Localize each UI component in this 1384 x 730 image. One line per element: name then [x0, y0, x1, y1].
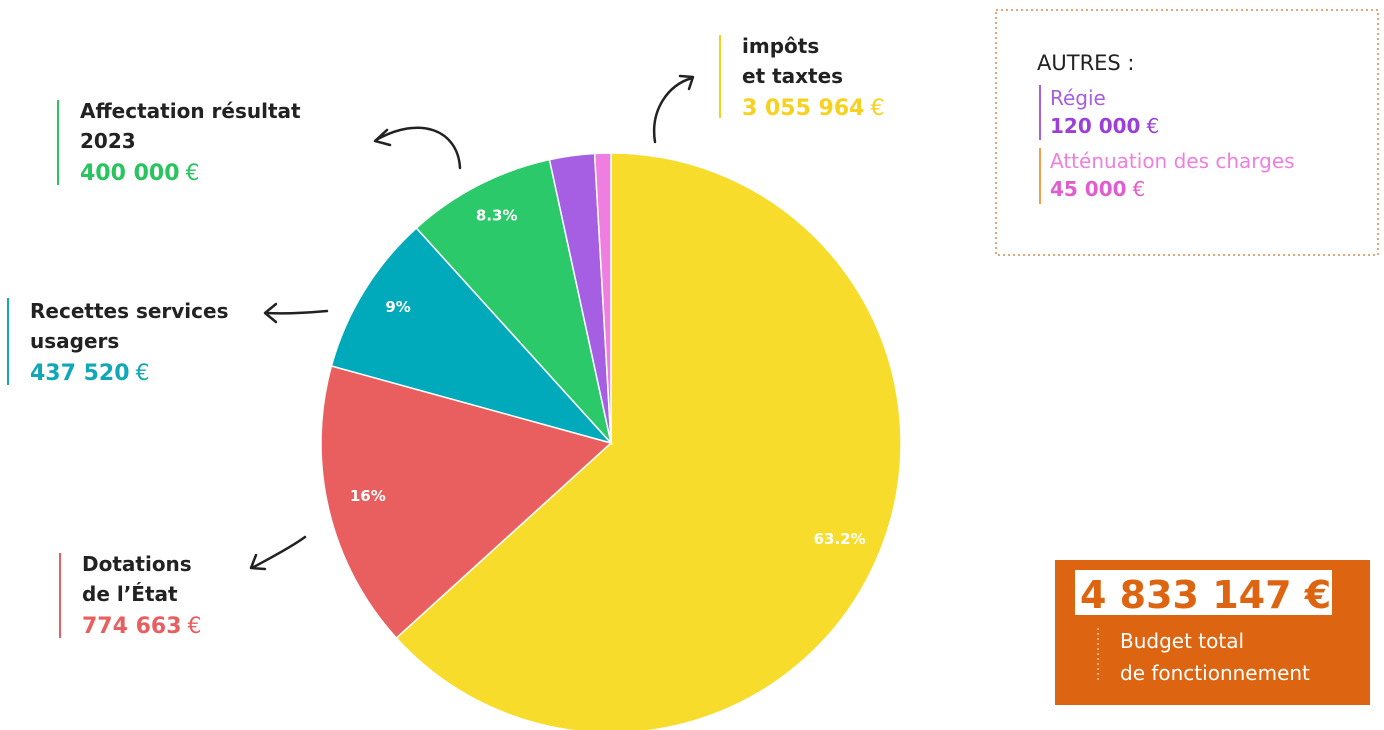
amount: 774 663 € [82, 614, 202, 639]
arrow [263, 302, 329, 324]
slice-label: 9% [385, 298, 410, 316]
others-box [995, 9, 1379, 256]
category-label: de l’État [82, 582, 178, 606]
amount-value: 437 520 [30, 361, 130, 386]
amount: 120 000 € [1050, 114, 1159, 138]
pie-slice [320, 365, 613, 640]
amount: 3 055 964 € [742, 96, 884, 121]
category-label: Recettes services [30, 299, 229, 323]
pie-slice [330, 226, 614, 445]
category-label: Affectation résultat [80, 99, 301, 123]
slice-label: 16% [350, 487, 386, 505]
amount-currency: € [870, 96, 884, 121]
others-title: AUTRES : [1037, 51, 1135, 75]
slice-label: 8.3% [476, 207, 518, 225]
amount: 400 000 € [80, 161, 200, 186]
arrow [373, 126, 462, 170]
amount-currency: € [186, 161, 200, 186]
amount: 45 000 € [1050, 177, 1145, 201]
amount-value: 3 055 964 [742, 96, 864, 121]
amount-currency: € [1146, 114, 1159, 138]
amount-value: 120 000 [1050, 114, 1140, 138]
amount-value: 774 663 [82, 614, 182, 639]
pie-slice [415, 158, 613, 446]
pie-slice [395, 152, 902, 730]
arrow [249, 535, 307, 571]
total-label: de fonctionnement [1120, 661, 1310, 685]
amount-value: 45 000 [1050, 177, 1127, 201]
category-label: impôts [742, 34, 819, 58]
amount-currency: € [1133, 177, 1146, 201]
category-label: Atténuation des charges [1050, 149, 1295, 173]
slice-label: 63.2% [814, 530, 866, 548]
category-label: 2023 [80, 129, 136, 153]
category-label: et taxtes [742, 64, 843, 88]
category-label: Régie [1050, 86, 1106, 110]
total-bg [1075, 570, 1332, 615]
total-label: Budget total [1120, 629, 1244, 653]
amount-value: 400 000 [80, 161, 180, 186]
category-label: usagers [30, 329, 119, 353]
amount: 437 520 € [30, 361, 150, 386]
total-value: 4 833 147 € [1080, 573, 1331, 617]
category-label: Dotations [82, 552, 192, 576]
amount-currency: € [188, 614, 202, 639]
pie-slice [593, 152, 612, 444]
amount-currency: € [136, 361, 150, 386]
arrow [652, 74, 695, 144]
